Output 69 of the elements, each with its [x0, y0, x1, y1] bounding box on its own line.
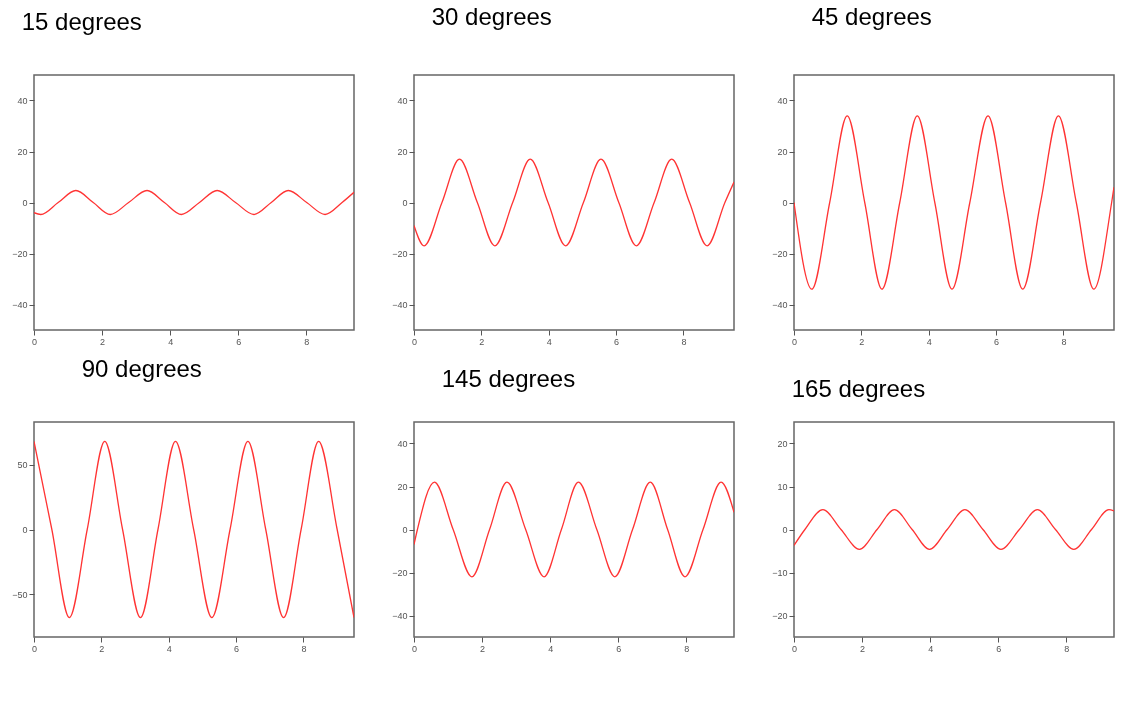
y-tick-label: −40 [772, 300, 788, 310]
x-tick-label: 4 [168, 336, 174, 347]
x-tick-label: 2 [859, 336, 865, 347]
line-series [794, 115, 1114, 290]
x-tick-label: 0 [791, 643, 798, 654]
y-tick-label: 0 [782, 198, 788, 208]
y-tick-label: −40 [12, 300, 28, 310]
y-tick-label: 40 [397, 439, 408, 449]
x-tick-label: 4 [928, 643, 934, 654]
x-tick-label: 4 [546, 336, 552, 347]
x-tick-label: 4 [166, 643, 172, 654]
x-tick-label: 8 [1061, 336, 1067, 347]
chart-title: 165 degrees [791, 375, 926, 402]
y-tick-label: −20 [772, 611, 788, 621]
x-tick-label: 4 [548, 643, 554, 654]
x-tick-label: 2 [99, 643, 105, 654]
x-tick-label: 0 [31, 336, 38, 347]
chart-title: 45 degrees [811, 3, 932, 30]
y-tick-label: 0 [22, 525, 28, 535]
y-tick-label: −20 [12, 249, 28, 259]
y-tick-label: 10 [777, 482, 788, 492]
x-tick-label: 8 [304, 336, 310, 347]
x-tick-label: 6 [616, 643, 622, 654]
x-tick-label: 2 [860, 643, 866, 654]
x-tick-label: 2 [479, 336, 485, 347]
line-series [34, 189, 354, 216]
x-tick-label: 0 [791, 336, 798, 347]
y-tick-label: 0 [402, 198, 408, 208]
x-tick-label: 8 [301, 643, 307, 654]
y-tick-label: 20 [397, 147, 408, 157]
y-tick-label: 20 [397, 482, 408, 492]
line-series [794, 509, 1114, 550]
x-tick-label: 6 [614, 336, 620, 347]
y-tick-label: −40 [392, 300, 408, 310]
x-tick-label: 2 [100, 336, 106, 347]
chart-title: 90 degrees [81, 355, 202, 382]
y-tick-label: 20 [777, 147, 788, 157]
y-tick-label: −20 [772, 249, 788, 259]
y-tick-label: −10 [772, 568, 788, 578]
x-tick-label: 6 [996, 643, 1002, 654]
y-tick-label: 50 [17, 460, 28, 471]
y-tick-label: −20 [392, 249, 408, 259]
chart-title: 145 degrees [441, 365, 576, 392]
y-tick-label: 40 [777, 96, 788, 106]
y-tick-label: 40 [397, 96, 408, 106]
x-tick-label: 0 [31, 643, 38, 654]
x-tick-label: 4 [926, 336, 932, 347]
y-tick-label: 0 [402, 525, 408, 535]
y-tick-label: 20 [777, 439, 788, 449]
y-tick-label: 40 [17, 96, 28, 106]
y-tick-label: 20 [17, 147, 28, 157]
x-tick-label: 6 [994, 336, 1000, 347]
chart-title: 15 degrees [21, 8, 142, 35]
x-tick-label: 6 [234, 643, 240, 654]
y-tick-label: −20 [392, 568, 408, 578]
line-series [414, 481, 734, 578]
line-series [414, 158, 734, 247]
x-tick-label: 0 [411, 336, 418, 347]
x-tick-label: 6 [236, 336, 242, 347]
y-tick-label: −50 [12, 589, 28, 600]
chart-title: 30 degrees [431, 3, 552, 30]
x-tick-label: 8 [681, 336, 687, 347]
y-tick-label: 0 [22, 198, 28, 208]
y-tick-label: 0 [782, 525, 788, 535]
x-tick-label: 0 [411, 643, 418, 654]
x-tick-label: 8 [684, 643, 690, 654]
x-tick-label: 8 [1064, 643, 1070, 654]
x-tick-label: 2 [480, 643, 486, 654]
y-tick-label: −40 [392, 611, 408, 621]
